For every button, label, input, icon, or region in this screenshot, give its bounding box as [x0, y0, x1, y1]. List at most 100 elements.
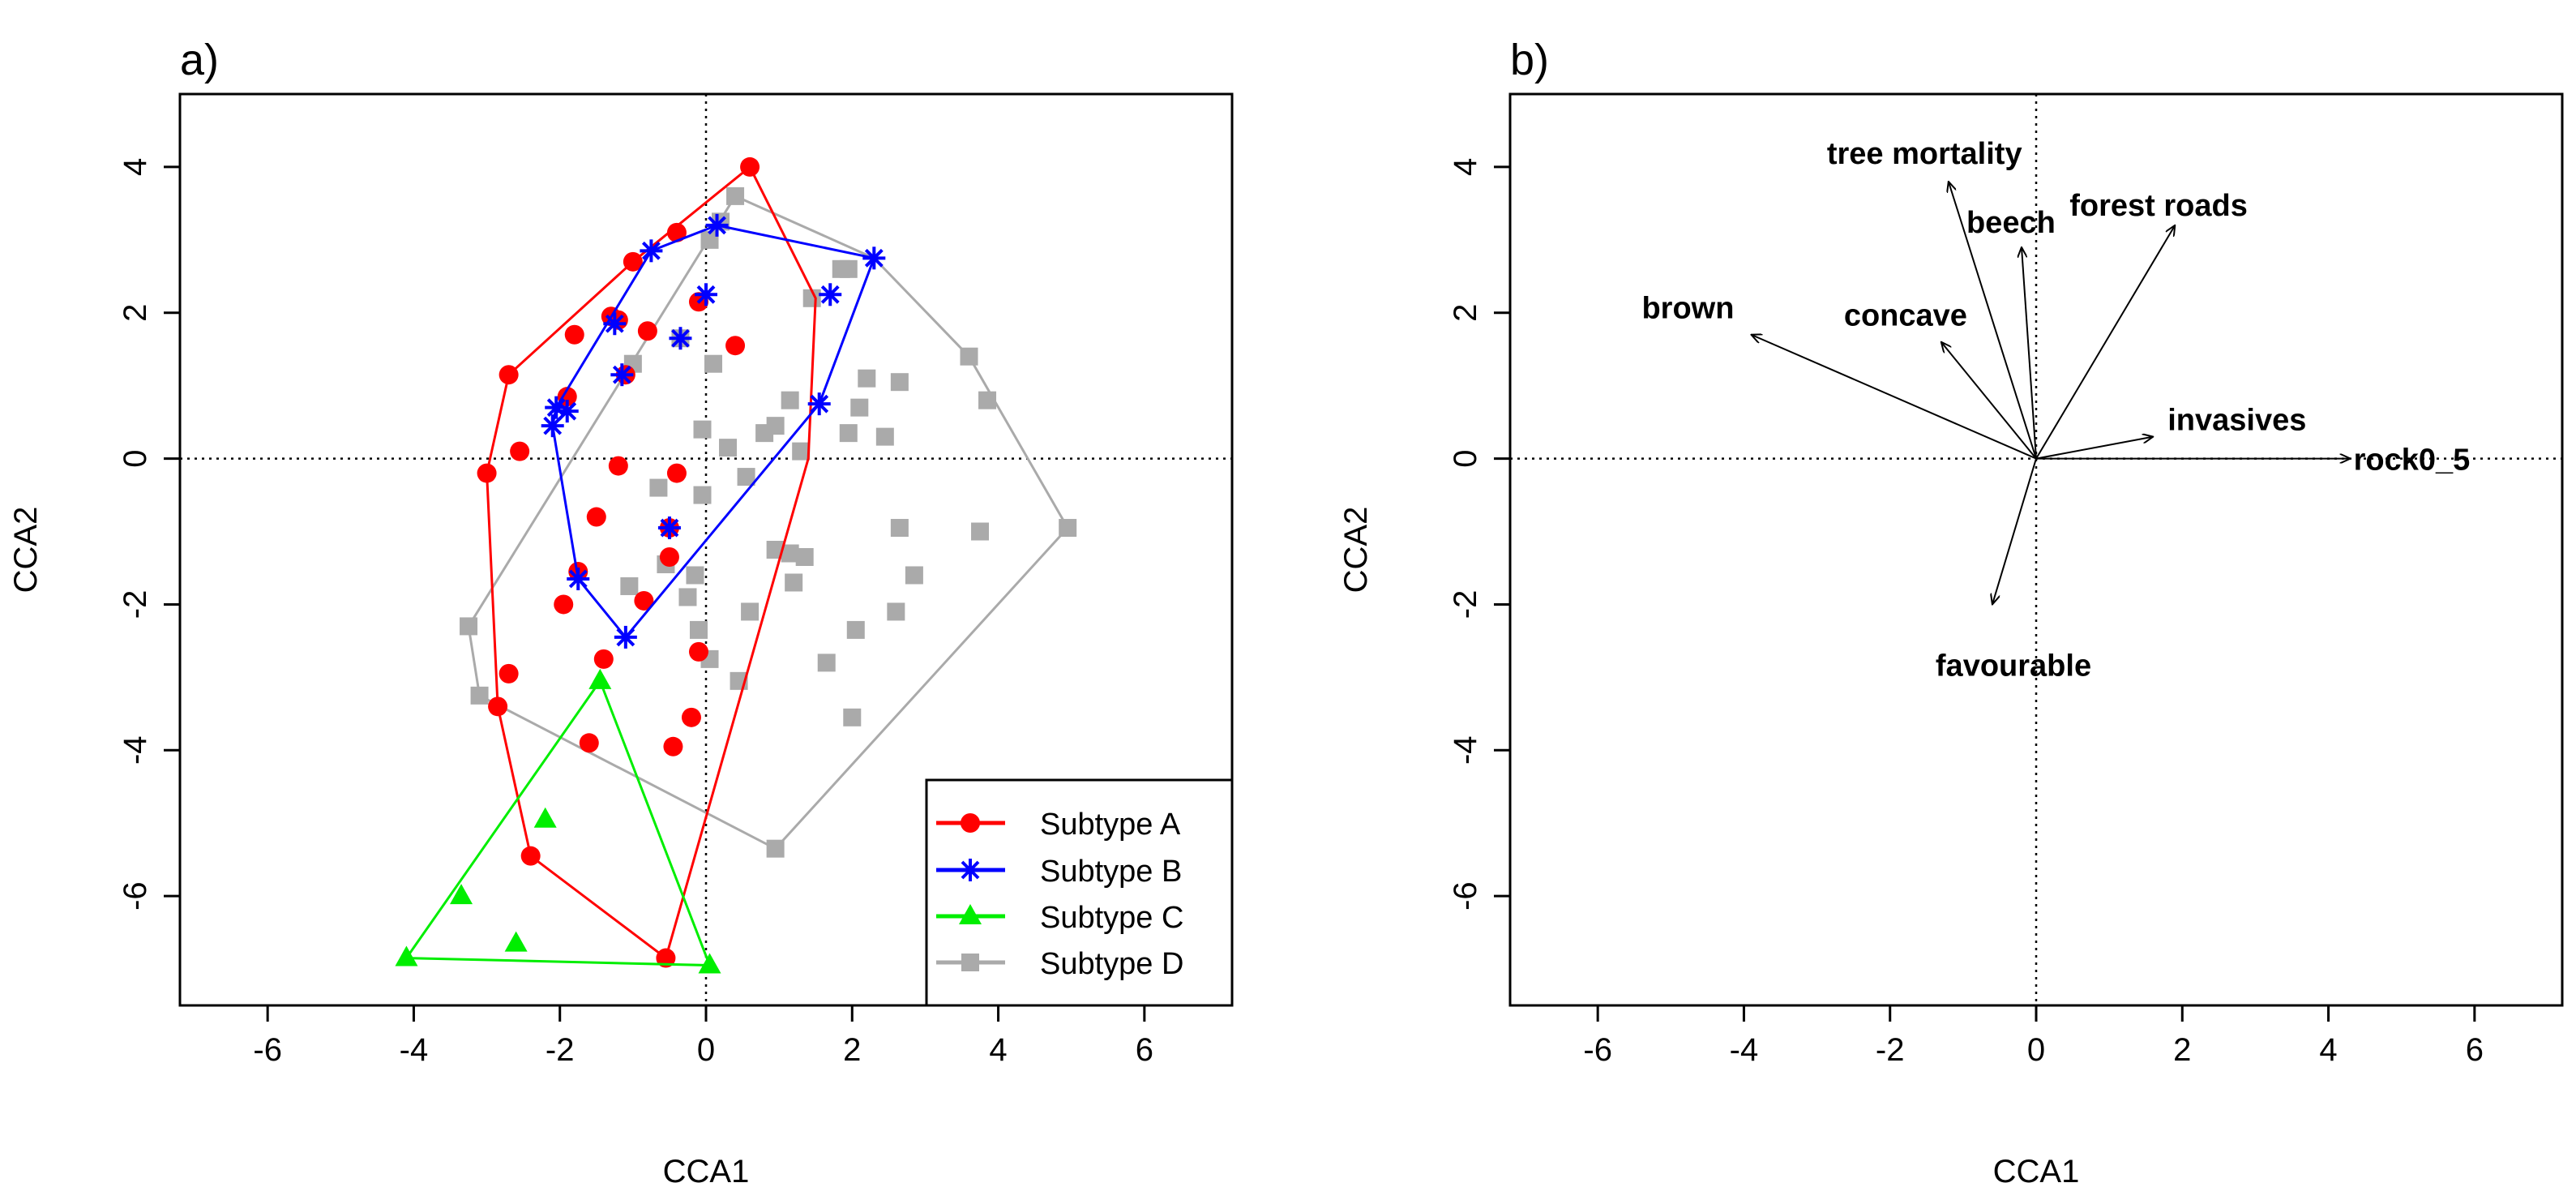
subtype-b-point [669, 327, 692, 350]
subtype-d-point [470, 686, 489, 705]
subtype-b-point [807, 392, 831, 416]
subtype-c-point [588, 668, 612, 689]
panel-a-label: a) [180, 36, 219, 84]
x-tick-label: -4 [400, 1032, 429, 1068]
subtype-a-point [499, 365, 519, 385]
subtype-a-point [608, 456, 628, 476]
concave-arrow-line [1941, 342, 2037, 460]
series-subtype-a [477, 156, 817, 968]
x-tick-label: -4 [1730, 1032, 1759, 1068]
subtype-d-point [858, 369, 876, 388]
x-tick-label: 0 [697, 1032, 715, 1068]
subtype-b-point [541, 414, 564, 438]
subtype-a-point [681, 707, 701, 727]
subtype-a-point [623, 251, 643, 272]
subtype-d-point [817, 654, 836, 672]
y-tick-label: -2 [1448, 590, 1483, 619]
subtype-b-point [614, 625, 637, 649]
subtype-d-point [719, 439, 738, 457]
subtype-d-point [971, 522, 990, 541]
subtype-a-point [740, 156, 760, 177]
subtype-b-point-stroke [605, 314, 624, 333]
beech-arrow-line [2022, 247, 2037, 459]
x-tick-label: -6 [253, 1032, 282, 1068]
subtype-c-point [533, 807, 557, 828]
panel-b-label: b) [1510, 36, 1549, 84]
x-tick-label: 6 [2466, 1032, 2484, 1068]
brown-arrow-label: brown [1641, 292, 1734, 326]
invasives-arrow-line [2035, 437, 2153, 460]
subtype-d-point [890, 373, 909, 392]
subtype-d-point [792, 442, 811, 461]
panel-a-scatter: a) -6 -4 -2 0 2 4 6 -6 -4 -2 0 2 4 CCA1 CCA2 Subtyp… [8, 36, 1234, 1189]
legend-marker-subtype-c [959, 904, 982, 924]
subtype-d-point [649, 478, 668, 497]
subtype-b-point [695, 283, 717, 306]
subtype-a-point [477, 463, 497, 483]
panel-a-x-axis-title: CCA1 [663, 1154, 750, 1189]
subtype-d-point [905, 566, 923, 585]
arrow-beech: beech [1966, 206, 2056, 459]
subtype-a-point [688, 641, 708, 662]
subtype-b-point [640, 239, 663, 263]
subtype-a-point [564, 324, 584, 345]
subtype-a-point [520, 846, 541, 866]
legend-entry-subtype-d: Subtype D [936, 947, 1183, 981]
x-tick-label: 2 [2173, 1032, 2191, 1068]
y-tick-label: -4 [1448, 735, 1483, 765]
concave-arrow-label: concave [1844, 299, 1967, 333]
subtype-a-point [634, 590, 654, 611]
subtype-b-point [567, 567, 590, 590]
x-tick-label: 4 [2319, 1032, 2337, 1068]
forest-roads-arrow-label: forest roads [2069, 189, 2248, 223]
panel-b-y-axis-title: CCA2 [1338, 507, 1374, 594]
subtype-b-point-stroke [546, 398, 566, 418]
rock0-5-arrow-label: rock0_5 [2354, 444, 2471, 478]
subtype-b-point-stroke [641, 241, 661, 260]
subtype-d-hull [467, 194, 1070, 851]
subtype-b-point [657, 516, 681, 540]
legend-label-subtype-c: Subtype C [1040, 901, 1183, 935]
subtype-d-point [960, 347, 978, 366]
y-tick-label: 0 [1448, 449, 1483, 467]
subtype-d-point [460, 617, 478, 636]
subtype-b-point-stroke [543, 416, 563, 435]
subtype-d-point [887, 602, 905, 621]
subtype-b-point-stroke [612, 365, 631, 384]
series-subtype-d [460, 186, 1077, 858]
subtype-a-hull [486, 165, 817, 961]
subtype-b-point [610, 363, 634, 387]
subtype-d-point [700, 230, 719, 249]
brown-arrow-line [1751, 335, 2037, 460]
subtype-d-point [766, 839, 785, 858]
subtype-a-point [725, 336, 746, 356]
subtype-d-point [704, 354, 723, 373]
subtype-a-point [637, 321, 657, 341]
subtype-a-point [659, 546, 679, 567]
tree-mortality-arrow-label: tree mortality [1827, 137, 2022, 171]
legend-entry-subtype-b: Subtype B [936, 855, 1182, 889]
series-subtype-b [541, 213, 886, 649]
tree-mortality-arrow-line [1949, 182, 2037, 459]
arrow-forest-roads: forest roads [2035, 189, 2248, 460]
y-tick-label: 4 [118, 158, 153, 176]
legend-entry-subtype-c: Subtype C [936, 901, 1183, 935]
subtype-b-point-stroke [558, 401, 577, 421]
subtype-a-point [554, 594, 574, 615]
subtype-b-point [705, 213, 729, 237]
legend-marker-subtype-b [959, 859, 982, 881]
y-tick-label: -4 [118, 735, 153, 765]
subtype-b-point-stroke [696, 285, 716, 304]
subtype-b-point-stroke [864, 248, 884, 268]
panel-a-legend: Subtype A Subtype B Subtype C [925, 778, 1234, 1007]
subtype-c-point [504, 931, 528, 952]
arrow-tree-mortality: tree mortality [1827, 137, 2037, 459]
panel-a-plot-area [180, 94, 1232, 1005]
y-tick-label: 2 [118, 304, 153, 322]
subtype-a-point [666, 222, 687, 242]
arrow-invasives: invasives [2035, 404, 2306, 460]
series-subtype-c [395, 668, 721, 974]
subtype-d-point [693, 420, 712, 439]
subtype-d-point [737, 468, 755, 486]
